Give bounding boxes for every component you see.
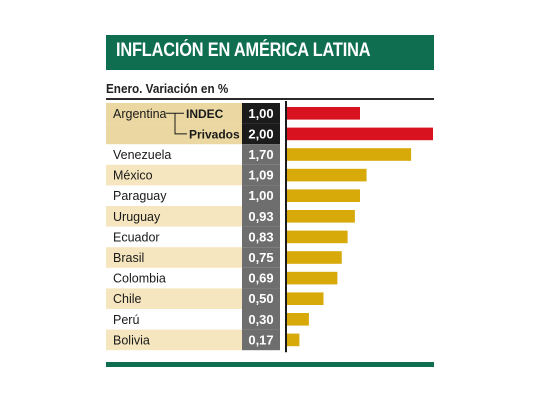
value-cell <box>242 103 280 124</box>
value-label: 0,75 <box>248 250 273 265</box>
row-band <box>106 288 242 309</box>
chart-title: INFLACIÓN EN AMÉRICA LATINA <box>116 40 371 61</box>
bar <box>287 168 367 182</box>
country-label: Argentina <box>113 107 167 121</box>
value-cell <box>242 267 280 289</box>
bar <box>287 148 412 161</box>
value-label: 0,50 <box>248 291 273 306</box>
bar <box>287 333 300 347</box>
value-label: 1,00 <box>248 188 273 203</box>
bar <box>287 107 360 120</box>
chart-subtitle: Enero. Variación en % <box>106 81 229 96</box>
value-label: 0,69 <box>248 271 273 286</box>
value-cell <box>242 144 280 165</box>
row-band <box>106 247 242 268</box>
value-label: 0,30 <box>248 312 273 327</box>
bar <box>287 210 355 223</box>
value-label: 0,93 <box>248 209 273 224</box>
country-label: Ecuador <box>113 230 160 244</box>
country-label: Paraguay <box>113 189 167 203</box>
bar <box>287 313 309 326</box>
source-label: Privados <box>189 127 240 141</box>
value-cell <box>242 329 280 351</box>
row-band <box>106 329 242 351</box>
bracket-line <box>174 113 187 135</box>
row-band <box>106 123 242 145</box>
row-band <box>106 164 242 186</box>
value-cell <box>242 123 280 145</box>
bar <box>287 189 360 202</box>
country-label: México <box>113 169 153 183</box>
bar <box>287 127 433 141</box>
country-label: Venezuela <box>113 148 171 162</box>
value-cell <box>242 226 280 248</box>
value-cell <box>242 206 280 227</box>
country-label: Uruguay <box>113 210 161 224</box>
country-label: Brasil <box>113 251 144 265</box>
bar <box>287 292 324 305</box>
bar <box>287 230 348 244</box>
bar <box>287 251 342 264</box>
value-cell <box>242 164 280 186</box>
top-divider <box>106 98 434 100</box>
title-bar: INFLACIÓN EN AMÉRICA LATINA <box>106 35 434 70</box>
country-label: Bolivia <box>113 333 150 347</box>
value-cell <box>242 288 280 309</box>
value-cell <box>242 247 280 268</box>
source-label: INDEC <box>186 107 224 121</box>
value-label: 1,00 <box>248 106 273 121</box>
country-label: Colombia <box>113 272 166 286</box>
value-label: 1,09 <box>248 168 273 183</box>
value-cell <box>242 185 280 206</box>
row-band <box>106 206 242 227</box>
value-label: 1,70 <box>248 147 273 162</box>
country-label: Perú <box>113 313 139 327</box>
bar <box>287 271 338 285</box>
value-label: 0,83 <box>248 229 273 244</box>
value-cell <box>242 309 280 330</box>
value-label: 0,17 <box>248 332 273 347</box>
country-label: Chile <box>113 292 142 306</box>
bottom-divider <box>106 362 434 367</box>
value-label: 2,00 <box>248 126 273 141</box>
